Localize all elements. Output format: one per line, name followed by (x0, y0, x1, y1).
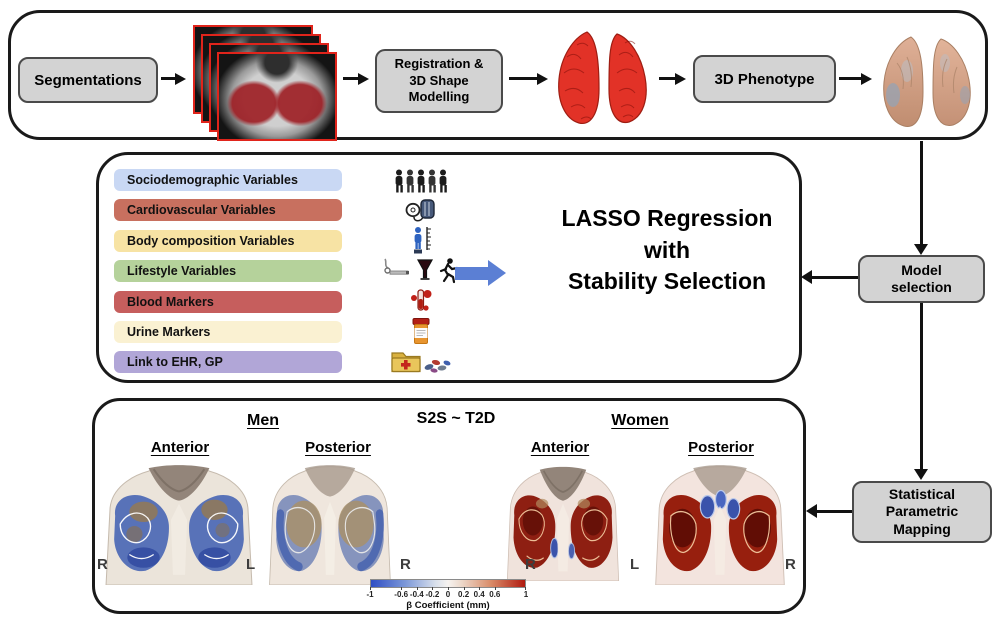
variable-bar: Lifestyle Variables (114, 260, 342, 283)
arrow-spm-to-results-line (816, 509, 852, 513)
side-label: R (785, 556, 796, 573)
colorbar-tick-label: -1 (366, 590, 374, 599)
blood-pressure-monitor-icon (375, 196, 467, 224)
variable-bar: Cardiovascular Variables (114, 199, 342, 222)
arrow-3-head-icon (537, 72, 548, 85)
men-anterior-label: Anterior (150, 439, 210, 456)
smoking-alcohol-exercise-icons (375, 256, 467, 284)
registration-box: Registration & 3D Shape Modelling (375, 49, 503, 113)
colorbar-tick-mark (448, 587, 449, 590)
mri-slice (217, 52, 337, 141)
women-posterior-label: Posterior (688, 439, 754, 456)
women-anterior-label: Anterior (530, 439, 590, 456)
colorbar-tick-mark (432, 587, 434, 590)
blood-sample-icon (375, 287, 467, 315)
side-label: R (97, 556, 108, 573)
variable-bar: Link to EHR, GP (114, 351, 342, 374)
medical-records-pills-icon (375, 347, 467, 375)
torso-map-women-anterior (506, 466, 620, 581)
people-group-icon (375, 166, 467, 194)
arrow-3-line (509, 77, 538, 80)
side-label: R (525, 556, 536, 573)
lasso-title: LASSO Regression with Stability Selectio… (561, 205, 773, 295)
results-title: S2S ~ T2D (416, 410, 496, 427)
model-selection-box: Model selection (858, 255, 985, 303)
height-measure-icon (375, 226, 467, 254)
variables-panel: Sociodemographic Variables Cardiovascular… (96, 152, 802, 383)
colorbar-label: β Coefficient (mm) (406, 600, 490, 611)
urine-container-icon (375, 317, 467, 345)
side-label: L (246, 556, 256, 573)
variable-bar: Urine Markers (114, 321, 342, 343)
colorbar-tick-mark (370, 587, 371, 590)
arrow-5-line (839, 77, 862, 80)
torso-map-men-posterior (269, 465, 391, 585)
spm-box: Statistical Parametric Mapping (852, 481, 992, 543)
colorbar-tick-label: -0.6 (394, 590, 409, 599)
men-header: Men (247, 412, 279, 429)
arrow-1-line (161, 77, 176, 80)
variable-bar: Blood Markers (114, 290, 342, 313)
connector-model-to-spm (920, 303, 923, 470)
pipeline-panel: Segmentations Registration & 3D Shape Mo… (8, 10, 988, 141)
colorbar-tick-mark (525, 587, 526, 590)
blue-arrow-icon (455, 259, 507, 287)
arrow-2-line (343, 77, 359, 80)
colorbar: -1 -0.6 -0.4 -0.2 0 0.2 0.4 0.6 1 β Coefficient … (366, 579, 529, 611)
arrow-5-head-icon (861, 72, 872, 85)
connector-arrowhead-down-icon (914, 244, 928, 255)
colorbar-tick-label: 0.2 (458, 590, 470, 599)
colorbar-tick-mark (479, 587, 481, 590)
colorbar-tick-mark (463, 587, 465, 590)
variable-bar: Body composition Variables (114, 229, 342, 252)
colorbar-tick-mark (416, 587, 418, 590)
colorbar-tick-label: 0.4 (473, 590, 485, 599)
arrow-4-line (659, 77, 676, 80)
side-label: R (400, 556, 411, 573)
segmentations-box: Segmentations (18, 57, 158, 103)
women-header: Women (611, 412, 669, 429)
textured-lung-image (883, 36, 971, 127)
arrow-1-head-icon (175, 72, 186, 85)
arrow-4-head-icon (675, 72, 686, 85)
torso-map-men-anterior (105, 465, 253, 585)
torso-map-women-posterior (655, 465, 785, 585)
arrow-2-head-icon (358, 72, 369, 85)
variable-bar: Sociodemographic Variables (114, 169, 342, 191)
red-lung-mesh-image (558, 31, 647, 124)
colorbar-tick-mark (494, 587, 496, 590)
colorbar-tick-label: 0 (445, 590, 451, 599)
arrow-spm-to-results-head-icon (806, 504, 817, 518)
connector-phenotype-to-model (920, 141, 923, 245)
colorbar-tick-mark (401, 587, 403, 590)
colorbar-tick-label: 0.6 (489, 590, 501, 599)
arrow-model-to-lasso-line (811, 275, 858, 279)
side-label: L (630, 556, 640, 573)
phenotype-box: 3D Phenotype (693, 55, 836, 103)
colorbar-tick-label: 1 (523, 590, 529, 599)
men-posterior-label: Posterior (305, 439, 371, 456)
colorbar-tick-label: -0.4 (409, 590, 424, 599)
connector-arrowhead-down-icon (914, 469, 928, 480)
results-panel: S2S ~ T2D Men Women Anterior Posterior A… (92, 398, 806, 614)
arrow-model-to-lasso-head-icon (801, 270, 812, 284)
colorbar-tick-label: -0.2 (425, 590, 440, 599)
